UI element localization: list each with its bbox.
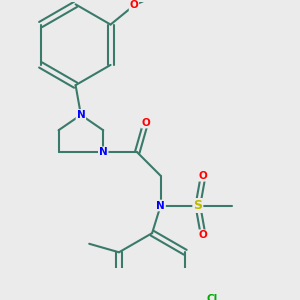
Text: N: N	[99, 147, 108, 157]
Text: N: N	[156, 200, 165, 211]
Text: S: S	[193, 199, 202, 212]
Text: Cl: Cl	[206, 294, 218, 300]
Text: N: N	[76, 110, 85, 120]
Text: O: O	[130, 0, 138, 11]
Text: O: O	[141, 118, 150, 128]
Text: O: O	[199, 230, 208, 240]
Text: O: O	[199, 171, 208, 181]
